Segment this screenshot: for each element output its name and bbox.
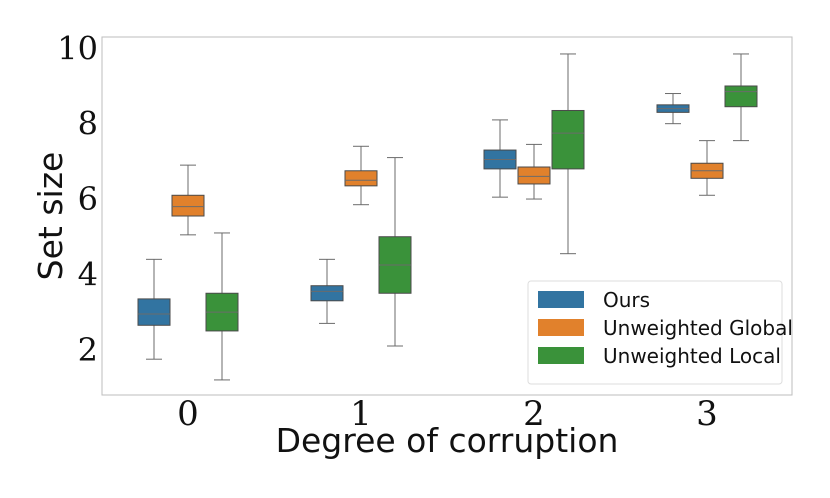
x-axis-label: Degree of corruption bbox=[276, 421, 619, 460]
box-body bbox=[171, 194, 205, 217]
box-body bbox=[724, 85, 758, 108]
x-axis-ticks: 0 1 2 3 bbox=[177, 394, 718, 434]
legend-frame bbox=[527, 280, 783, 385]
legend-label: Unweighted Local bbox=[603, 344, 781, 368]
box-ours-2 bbox=[483, 119, 517, 198]
box-unweighted-global-2 bbox=[517, 143, 551, 200]
legend: Ours Unweighted Global Unweighted Local bbox=[527, 280, 793, 385]
legend-swatch bbox=[538, 347, 584, 364]
y-tick-label: 2 bbox=[78, 331, 98, 369]
y-axis-label: Set size bbox=[31, 152, 70, 281]
y-axis-ticks: 2 4 6 8 10 bbox=[57, 29, 98, 368]
box-body bbox=[517, 166, 551, 185]
box-unweighted-local-1 bbox=[378, 157, 412, 347]
x-tick-label: 1 bbox=[350, 394, 372, 434]
box-body bbox=[137, 298, 171, 326]
x-tick-label: 0 bbox=[177, 394, 199, 434]
box-marks bbox=[137, 53, 758, 381]
box-unweighted-global-1 bbox=[344, 145, 378, 206]
box-unweighted-local-2 bbox=[551, 53, 585, 255]
box-unweighted-global-3 bbox=[690, 140, 724, 196]
box-unweighted-local-0 bbox=[205, 232, 239, 381]
y-tick-label: 4 bbox=[78, 255, 98, 293]
box-unweighted-global-0 bbox=[171, 164, 205, 236]
x-tick-label: 2 bbox=[523, 394, 545, 434]
legend-swatch bbox=[538, 319, 584, 336]
box-body bbox=[551, 109, 585, 170]
box-body bbox=[310, 285, 344, 302]
y-tick-label: 8 bbox=[78, 105, 98, 143]
legend-label: Ours bbox=[603, 288, 650, 312]
legend-label: Unweighted Global bbox=[603, 316, 793, 340]
x-tick-label: 3 bbox=[696, 394, 718, 434]
box-unweighted-local-3 bbox=[724, 53, 758, 142]
box-ours-3 bbox=[656, 93, 690, 125]
y-tick-label: 10 bbox=[57, 29, 98, 67]
legend-swatch bbox=[538, 291, 584, 308]
y-tick-label: 6 bbox=[78, 180, 98, 218]
box-body bbox=[344, 170, 378, 187]
box-ours-1 bbox=[310, 258, 344, 324]
box-ours-0 bbox=[137, 258, 171, 360]
